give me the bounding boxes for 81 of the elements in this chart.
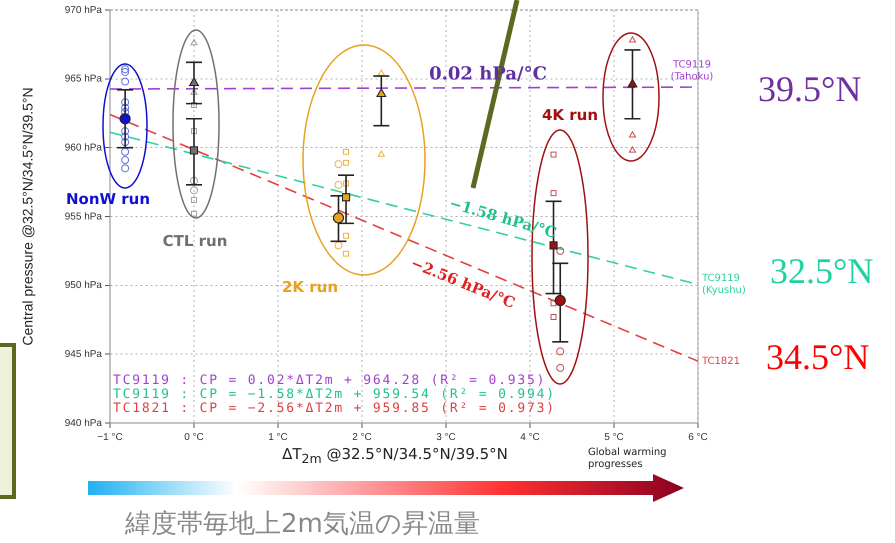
point	[334, 241, 342, 250]
point	[332, 212, 344, 224]
point	[628, 131, 636, 138]
text: 32.5°N	[770, 250, 874, 292]
y-tick-label: 970 hPa	[64, 4, 102, 16]
point	[334, 180, 342, 189]
point	[343, 232, 350, 239]
x-tick-label: 3 °C	[436, 432, 456, 443]
x-tick-label: 0 °C	[184, 432, 204, 443]
point	[190, 39, 198, 46]
point	[628, 36, 636, 43]
y-tick-label: 940 hPa	[64, 418, 102, 429]
point	[556, 347, 564, 356]
x-tick-label: −1 °C	[97, 432, 123, 443]
series-label: TC9119 (Kyushu)	[701, 273, 746, 296]
point	[376, 88, 386, 97]
y-tick-label: 955 hPa	[64, 211, 102, 222]
annotation: TC9119 : CP = 0.02*ΔT2m + 964.28 (R² = 0.935)	[113, 373, 546, 388]
point	[334, 160, 342, 168]
point	[121, 138, 130, 146]
point	[121, 156, 130, 164]
point	[342, 193, 350, 202]
annotation: TC9119 : CP = −1.58*ΔT2m + 959.54 (R² = 0.994)	[113, 387, 556, 402]
point	[190, 186, 198, 194]
annotation: −1.58 hPa/°C	[447, 194, 559, 242]
x-tick-label: 5 °C	[604, 432, 624, 443]
point	[343, 148, 350, 155]
annotation: 4K run	[542, 106, 598, 124]
point	[121, 98, 130, 106]
point	[550, 190, 556, 196]
point	[191, 197, 197, 203]
point	[191, 102, 197, 108]
x-tick-label: 6 °C	[688, 432, 708, 443]
annotation: CTL run	[162, 232, 228, 250]
point	[121, 68, 130, 76]
text: 34.5°N	[766, 336, 870, 378]
x-tick-label: 2 °C	[352, 432, 372, 443]
x-tick-label: 1 °C	[268, 432, 288, 443]
point	[556, 364, 564, 372]
text: 39.5°N	[758, 68, 862, 110]
point	[550, 152, 556, 158]
point	[121, 164, 130, 172]
series-label: TC9119 (Tahoku)	[670, 60, 714, 83]
point	[554, 294, 566, 306]
annotation: 2K run	[282, 278, 338, 296]
point	[550, 314, 556, 320]
point	[343, 160, 350, 166]
x-axis-title: ΔT$_{2m}$ @32.5°N/34.5°N/39.5°N	[282, 445, 508, 466]
y-tick-label: 960 hPa	[64, 142, 102, 154]
point	[121, 78, 130, 86]
text: 緯度帯毎地上2m気温の昇温量	[125, 508, 480, 541]
y-axis-title: Central pressure @32.5°N/34.5°N/39.5°N	[19, 87, 36, 346]
text: Global warming progresses	[588, 447, 668, 471]
point	[190, 88, 198, 95]
point	[343, 180, 350, 186]
point	[549, 241, 558, 250]
point	[120, 113, 131, 124]
point	[378, 150, 385, 157]
point	[190, 176, 198, 185]
point	[189, 77, 199, 86]
point	[121, 65, 130, 74]
annotation: TC1821 : CP = −2.56*ΔT2m + 959.85 (R² = 0.973)	[113, 401, 556, 416]
point	[121, 132, 130, 141]
point	[343, 250, 350, 257]
point	[121, 104, 130, 112]
point	[550, 300, 556, 306]
annotation: NonW run	[66, 190, 150, 208]
x-tick-label: 4 °C	[520, 432, 540, 443]
point	[121, 127, 130, 136]
y-tick-label: 945 hPa	[64, 348, 102, 360]
point	[191, 128, 197, 134]
point	[121, 148, 130, 156]
point	[628, 146, 636, 153]
point	[628, 78, 638, 88]
y-tick-label: 950 hPa	[64, 280, 102, 292]
point	[190, 146, 198, 154]
point	[556, 246, 564, 255]
series-label: TC1821	[701, 356, 740, 367]
point	[378, 69, 385, 76]
y-tick-label: 965 hPa	[64, 74, 102, 85]
point	[191, 210, 197, 217]
